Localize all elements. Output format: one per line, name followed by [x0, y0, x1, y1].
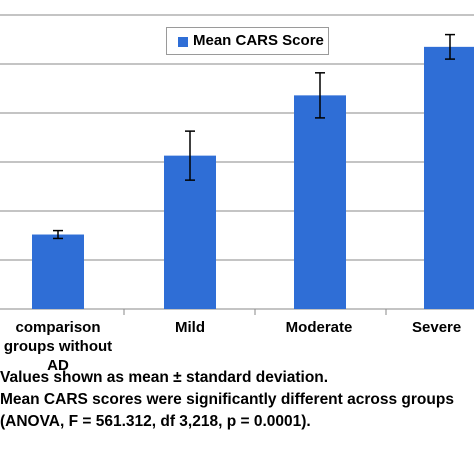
axes [0, 308, 474, 315]
x-tick-label-line: AD [47, 357, 69, 374]
legend: Mean CARS Score [166, 27, 329, 55]
x-tick-label-mild: Mild [130, 318, 250, 337]
note-line-2: Mean CARS scores were significantly diff… [0, 391, 454, 408]
x-tick-label-line: comparison [15, 319, 101, 336]
legend-swatch [178, 37, 188, 47]
x-tick-label-line: Severe [412, 319, 462, 336]
legend-label: Mean CARS Score [193, 32, 324, 49]
bar-2 [294, 95, 346, 309]
note-line-3: (ANOVA, F = 561.312, df 3,218, p = 0.000… [0, 413, 311, 430]
x-tick-label-line: groups without [3, 338, 113, 355]
x-tick-label-moderate: Moderate [259, 318, 379, 337]
x-tick-label-line: Mild [175, 319, 205, 336]
error-bars [53, 33, 455, 240]
note-line-1: Values shown as mean ± standard deviatio… [0, 369, 329, 386]
bar-1 [164, 155, 216, 309]
x-tick-label-severe: Severe [412, 318, 474, 337]
x-tick-label-comparison: comparison groups without AD [0, 318, 118, 375]
bar-0 [32, 234, 84, 309]
x-tick-label-line: Moderate [285, 319, 353, 336]
bars [32, 46, 474, 309]
bar-3 [424, 46, 474, 309]
gridlines [0, 14, 474, 261]
